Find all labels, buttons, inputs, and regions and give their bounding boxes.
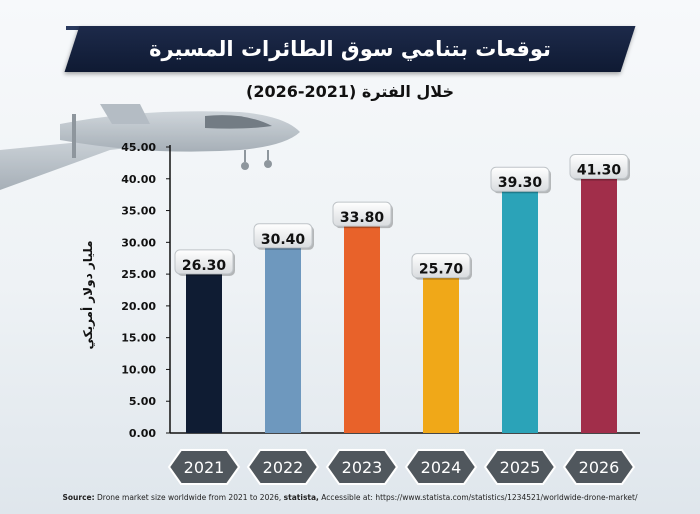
category-label-2021: 2021 bbox=[184, 458, 225, 477]
y-tick-label: 10.00 bbox=[121, 363, 156, 376]
y-tick-label: 20.00 bbox=[121, 300, 156, 313]
category-tag bbox=[246, 449, 320, 485]
y-tick-label: 0.00 bbox=[129, 427, 156, 440]
y-tick-label: 15.00 bbox=[121, 332, 156, 345]
category-label-2022: 2022 bbox=[263, 458, 304, 477]
category-tag bbox=[562, 449, 636, 485]
value-tag bbox=[411, 253, 471, 279]
value-tag bbox=[332, 201, 392, 227]
source-brand: statista, bbox=[283, 493, 319, 502]
source-note: Source: Drone market size worldwide from… bbox=[0, 493, 700, 502]
bar-2025 bbox=[502, 183, 538, 433]
category-tag bbox=[325, 449, 399, 485]
source-label: Source: bbox=[62, 493, 95, 502]
category-label-2024: 2024 bbox=[421, 458, 462, 477]
category-labels: 2021 2022 2023 2024 2025 2026 bbox=[167, 449, 636, 485]
value-tag bbox=[569, 154, 629, 180]
bar-2023 bbox=[344, 218, 380, 433]
y-tick-label: 45.00 bbox=[121, 141, 156, 154]
drone-wheel bbox=[264, 160, 272, 168]
value-label: 30.40 bbox=[261, 232, 306, 248]
value-label: 26.30 bbox=[182, 258, 227, 274]
value-label: 39.30 bbox=[498, 175, 543, 191]
chart-title: توقعات بتنامي سوق الطائرات المسيرة bbox=[149, 37, 551, 61]
y-ticks: 0.00 5.00 10.00 15.00 20.00 25.00 30.00 35.00 40… bbox=[121, 141, 170, 440]
bar-2022 bbox=[265, 239, 301, 433]
value-tag bbox=[253, 223, 313, 249]
category-label-2026: 2026 bbox=[579, 458, 620, 477]
value-tag bbox=[174, 249, 234, 275]
y-tick-label: 25.00 bbox=[121, 268, 156, 281]
category-tag bbox=[167, 449, 241, 485]
drone-wheel bbox=[241, 162, 249, 170]
source-accessed: Accessible at: https://www.statista.com/… bbox=[321, 493, 638, 502]
bar-2024 bbox=[423, 269, 459, 433]
category-label-2023: 2023 bbox=[342, 458, 383, 477]
value-label: 41.30 bbox=[577, 163, 622, 179]
drone-propeller bbox=[72, 114, 76, 158]
y-tick-label: 40.00 bbox=[121, 173, 156, 186]
chart-subtitle: خلال الفترة (2021-2026) bbox=[246, 82, 454, 101]
category-tag bbox=[483, 449, 557, 485]
category-tag bbox=[404, 449, 478, 485]
y-tick-label: 35.00 bbox=[121, 205, 156, 218]
drone-cockpit bbox=[205, 115, 272, 129]
value-label: 25.70 bbox=[419, 262, 464, 278]
value-label: 33.80 bbox=[340, 210, 385, 226]
y-axis-label: مليار دولار أمريكي bbox=[80, 240, 96, 349]
bar-2021 bbox=[186, 265, 222, 433]
value-labels: 26.30 30.40 33.80 25.70 39.30 41.30 bbox=[174, 154, 630, 280]
drone-wing bbox=[0, 134, 215, 190]
source-text: Drone market size worldwide from 2021 to… bbox=[97, 493, 282, 502]
bars bbox=[186, 170, 617, 433]
y-tick-label: 5.00 bbox=[129, 395, 156, 408]
drone-illustration bbox=[0, 104, 300, 190]
bar-2026 bbox=[581, 170, 617, 433]
category-label-2025: 2025 bbox=[500, 458, 541, 477]
y-tick-label: 30.00 bbox=[121, 236, 156, 249]
drone-tail bbox=[100, 104, 150, 124]
value-tag bbox=[490, 166, 550, 192]
